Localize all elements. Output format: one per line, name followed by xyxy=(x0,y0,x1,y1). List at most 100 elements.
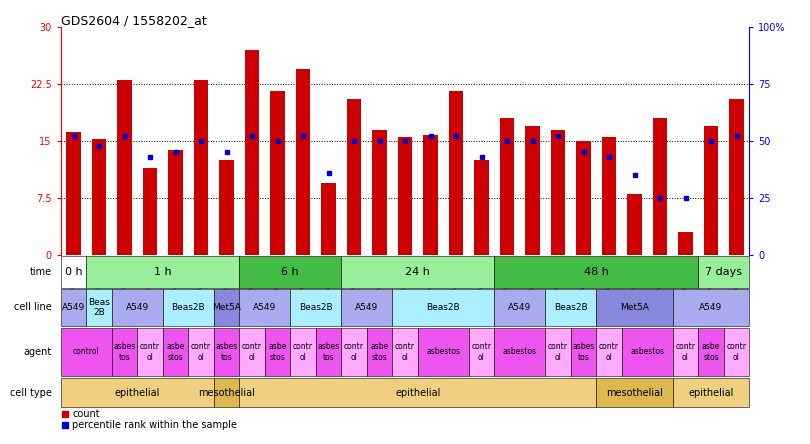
Bar xyxy=(679,233,693,255)
FancyBboxPatch shape xyxy=(61,289,86,326)
FancyBboxPatch shape xyxy=(188,328,214,377)
Text: 1 h: 1 h xyxy=(154,267,172,277)
Text: Beas2B: Beas2B xyxy=(172,303,205,312)
Bar xyxy=(628,194,642,255)
Bar xyxy=(398,137,412,255)
Bar xyxy=(577,141,590,255)
Text: contr
ol: contr ol xyxy=(242,342,262,361)
FancyBboxPatch shape xyxy=(316,328,341,377)
Bar xyxy=(220,160,233,255)
Text: contr
ol: contr ol xyxy=(471,342,492,361)
Text: asbestos: asbestos xyxy=(426,347,460,357)
FancyBboxPatch shape xyxy=(494,289,545,326)
Bar xyxy=(347,99,361,255)
FancyBboxPatch shape xyxy=(392,289,494,326)
Text: contr
ol: contr ol xyxy=(395,342,415,361)
Text: asbe
stos: asbe stos xyxy=(268,342,287,361)
Bar xyxy=(92,139,106,255)
FancyBboxPatch shape xyxy=(265,328,290,377)
Text: asbe
stos: asbe stos xyxy=(370,342,389,361)
Text: 6 h: 6 h xyxy=(281,267,299,277)
FancyBboxPatch shape xyxy=(341,328,367,377)
Bar xyxy=(475,160,488,255)
Text: cell type: cell type xyxy=(10,388,52,397)
Text: asbestos: asbestos xyxy=(503,347,537,357)
FancyBboxPatch shape xyxy=(214,289,239,326)
Text: contr
ol: contr ol xyxy=(191,342,211,361)
Bar xyxy=(296,68,310,255)
Text: asbes
tos: asbes tos xyxy=(318,342,339,361)
Bar xyxy=(526,126,539,255)
FancyBboxPatch shape xyxy=(596,289,673,326)
FancyBboxPatch shape xyxy=(494,256,698,288)
FancyBboxPatch shape xyxy=(622,328,673,377)
Text: A549: A549 xyxy=(253,303,276,312)
Text: Met5A: Met5A xyxy=(620,303,649,312)
FancyBboxPatch shape xyxy=(86,289,112,326)
FancyBboxPatch shape xyxy=(61,328,112,377)
FancyBboxPatch shape xyxy=(112,328,137,377)
Bar xyxy=(730,99,744,255)
FancyBboxPatch shape xyxy=(112,289,163,326)
FancyBboxPatch shape xyxy=(698,328,724,377)
Text: A549: A549 xyxy=(508,303,531,312)
Text: asbe
stos: asbe stos xyxy=(166,342,185,361)
FancyBboxPatch shape xyxy=(698,256,749,288)
FancyBboxPatch shape xyxy=(86,256,239,288)
Text: agent: agent xyxy=(23,347,52,357)
Text: mesothelial: mesothelial xyxy=(606,388,663,397)
FancyBboxPatch shape xyxy=(596,378,673,407)
Bar xyxy=(194,80,208,255)
FancyBboxPatch shape xyxy=(61,256,86,288)
Text: epithelial: epithelial xyxy=(114,388,160,397)
FancyBboxPatch shape xyxy=(673,289,749,326)
Bar xyxy=(168,150,182,255)
FancyBboxPatch shape xyxy=(61,378,214,407)
Text: contr
ol: contr ol xyxy=(548,342,568,361)
Text: Beas
2B: Beas 2B xyxy=(88,298,110,317)
Text: contr
ol: contr ol xyxy=(676,342,696,361)
Text: 24 h: 24 h xyxy=(405,267,430,277)
Text: 48 h: 48 h xyxy=(584,267,608,277)
FancyBboxPatch shape xyxy=(163,328,188,377)
Bar xyxy=(602,137,616,255)
Text: asbes
tos: asbes tos xyxy=(573,342,595,361)
Text: A549: A549 xyxy=(355,303,378,312)
FancyBboxPatch shape xyxy=(469,328,494,377)
FancyBboxPatch shape xyxy=(341,289,392,326)
Text: Met5A: Met5A xyxy=(212,303,241,312)
Text: contr
ol: contr ol xyxy=(140,342,160,361)
Bar xyxy=(551,130,565,255)
Bar xyxy=(449,91,463,255)
Text: mesothelial: mesothelial xyxy=(198,388,255,397)
Text: asbe
stos: asbe stos xyxy=(702,342,720,361)
FancyBboxPatch shape xyxy=(290,328,316,377)
Text: Beas2B: Beas2B xyxy=(299,303,333,312)
FancyBboxPatch shape xyxy=(137,328,163,377)
Text: contr
ol: contr ol xyxy=(344,342,364,361)
FancyBboxPatch shape xyxy=(596,328,622,377)
Text: percentile rank within the sample: percentile rank within the sample xyxy=(72,420,237,430)
FancyBboxPatch shape xyxy=(341,256,494,288)
FancyBboxPatch shape xyxy=(673,328,698,377)
FancyBboxPatch shape xyxy=(494,328,545,377)
FancyBboxPatch shape xyxy=(392,328,418,377)
Bar xyxy=(117,80,131,255)
Bar xyxy=(500,118,514,255)
Text: GDS2604 / 1558202_at: GDS2604 / 1558202_at xyxy=(61,14,207,27)
FancyBboxPatch shape xyxy=(367,328,392,377)
Bar xyxy=(245,50,259,255)
Bar xyxy=(704,126,718,255)
FancyBboxPatch shape xyxy=(290,289,341,326)
FancyBboxPatch shape xyxy=(214,378,239,407)
Text: 7 days: 7 days xyxy=(706,267,742,277)
FancyBboxPatch shape xyxy=(724,328,749,377)
FancyBboxPatch shape xyxy=(239,378,596,407)
Text: epithelial: epithelial xyxy=(395,388,441,397)
Text: count: count xyxy=(72,408,100,419)
Text: contr
ol: contr ol xyxy=(727,342,747,361)
FancyBboxPatch shape xyxy=(418,328,469,377)
Text: contr
ol: contr ol xyxy=(599,342,619,361)
FancyBboxPatch shape xyxy=(163,289,214,326)
FancyBboxPatch shape xyxy=(239,328,265,377)
